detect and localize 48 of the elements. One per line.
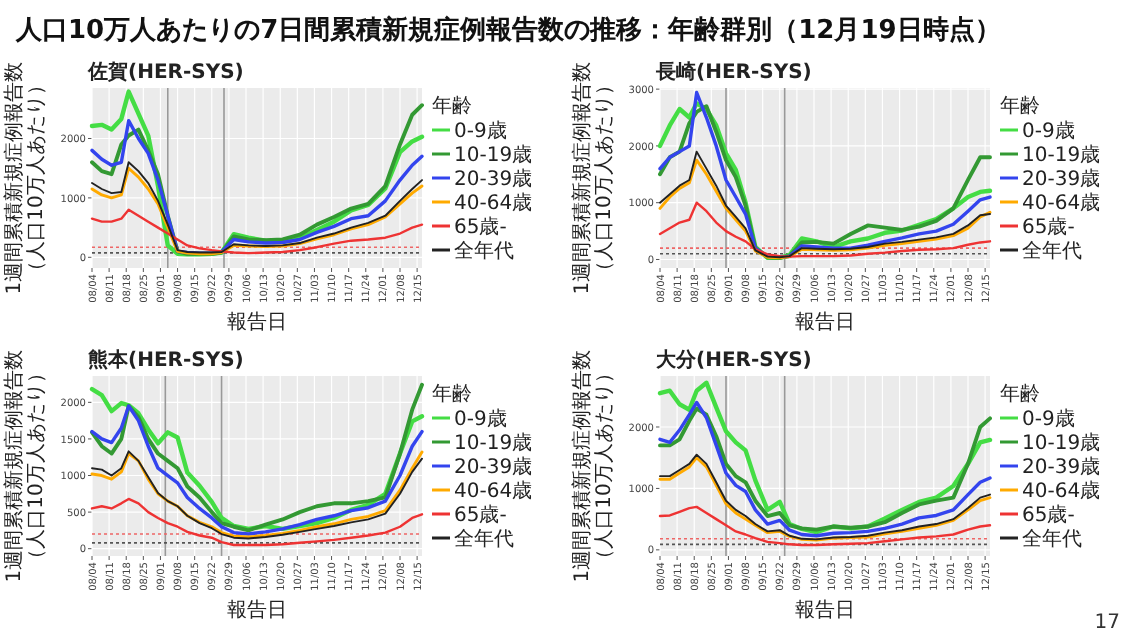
legend-label: 全年代 [454, 527, 514, 551]
y-axis-title: 1週間累積新規症例報告数（人口10万人あたり） [2, 61, 48, 295]
chart-title: 長崎(HER-SYS) [654, 60, 812, 84]
legend-title: 年齢 [1000, 382, 1040, 406]
legend-label: 65歳- [1022, 503, 1076, 527]
x-axis-title: 報告日 [227, 310, 287, 334]
legend-title: 年齢 [432, 94, 472, 118]
chart-title: 熊本(HER-SYS) [88, 348, 244, 372]
legend-label: 20-39歳 [454, 455, 533, 479]
legend-label: 10-19歳 [454, 143, 533, 167]
x-axis-title: 報告日 [227, 598, 287, 622]
legend-label: 40-64歳 [1022, 191, 1101, 215]
legend-label: 全年代 [1022, 239, 1082, 263]
legend-label: 0-9歳 [454, 119, 507, 143]
line-series [90, 208, 424, 255]
legend-label: 0-9歳 [454, 407, 507, 431]
y-axis-title: 1週間累積新規症例報告数（人口10万人あたり） [570, 349, 616, 583]
legend-label: 20-39歳 [454, 167, 533, 191]
legend-label: 40-64歳 [454, 191, 533, 215]
line-series [90, 497, 424, 547]
legend-label: 20-39歳 [1022, 455, 1101, 479]
chart-title: 大分(HER-SYS) [654, 348, 812, 372]
legend-label: 0-9歳 [1022, 119, 1075, 143]
legend-title: 年齢 [432, 382, 472, 406]
legend-label: 10-19歳 [1022, 431, 1101, 455]
legend-label: 20-39歳 [1022, 167, 1101, 191]
line-series [657, 380, 993, 535]
legend-label: 65歳- [454, 503, 508, 527]
legend-label: 0-9歳 [1022, 407, 1075, 431]
legend-label: 40-64歳 [454, 479, 533, 503]
legend-label: 全年代 [454, 239, 514, 263]
legend-title: 年齢 [1000, 94, 1040, 118]
legend-label: 65歳- [454, 215, 508, 239]
y-axis-title: 1週間累積新規症例報告数（人口10万人あたり） [570, 61, 616, 295]
line-series [90, 404, 424, 536]
legend-label: 10-19歳 [454, 431, 533, 455]
legend-label: 10-19歳 [1022, 143, 1101, 167]
x-axis-title: 報告日 [795, 310, 855, 334]
text: 17 [1094, 612, 1120, 634]
legend-label: 40-64歳 [1022, 479, 1101, 503]
text: 人口10万人あたりの7日間累積新規症例報告数の推移：年齢群別（12月19日時点） [14, 14, 1001, 46]
x-axis-title: 報告日 [795, 598, 855, 622]
chart-title: 佐賀(HER-SYS) [86, 60, 244, 84]
line-series [658, 505, 992, 547]
legend-label: 全年代 [1022, 527, 1082, 551]
line-series [658, 201, 992, 258]
legend-label: 65歳- [1022, 215, 1076, 239]
y-axis-title: 1週間累積新規症例報告数（人口10万人あたり） [2, 349, 48, 583]
